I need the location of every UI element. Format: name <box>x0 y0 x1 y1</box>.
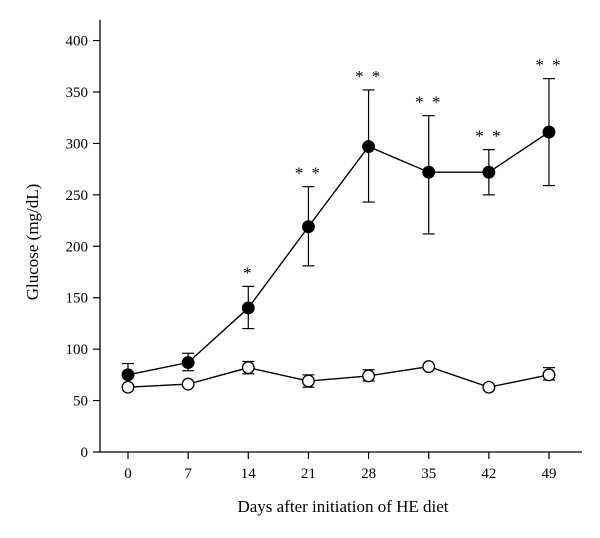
data-point <box>181 356 195 369</box>
series-line <box>127 365 550 388</box>
y-tick-label: 250 <box>66 188 89 204</box>
y-tick-label: 350 <box>66 85 89 101</box>
x-tick-label: 28 <box>361 466 376 482</box>
x-axis-label: Days after initiation of HE diet <box>237 497 448 516</box>
x-tick-label: 21 <box>301 466 316 482</box>
data-point <box>482 165 496 179</box>
y-axis-label: Glucose (mg/dL) <box>23 184 42 301</box>
data-point <box>542 368 556 382</box>
x-tick-label: 0 <box>124 466 132 482</box>
data-point <box>362 369 376 383</box>
series-open <box>121 360 556 394</box>
data-point <box>121 380 135 394</box>
data-point <box>301 374 315 388</box>
data-point <box>482 380 496 394</box>
y-tick-label: 150 <box>66 291 89 307</box>
y-axis-ticks: 0 50 100 150 200 250 300 350 400 <box>66 34 100 461</box>
x-tick-label: 14 <box>241 466 257 482</box>
chart-series: * * * * * * * * * * * <box>121 56 562 394</box>
y-tick-label: 50 <box>73 394 88 410</box>
x-tick-label: 35 <box>421 466 436 482</box>
significance-marker: * * <box>295 164 322 183</box>
y-tick-label: 300 <box>66 136 89 152</box>
y-tick-label: 400 <box>66 34 89 50</box>
data-point <box>542 125 556 139</box>
data-point <box>422 360 436 374</box>
data-point <box>422 165 436 179</box>
chart-axes <box>99 20 582 453</box>
series-filled: * * * * * * * * * * * <box>121 56 562 382</box>
y-tick-label: 0 <box>81 445 89 461</box>
significance-marker: * * <box>415 93 442 112</box>
significance-marker: * * <box>475 127 502 146</box>
data-point <box>241 361 255 375</box>
significance-marker: * <box>243 263 254 282</box>
y-tick-label: 100 <box>66 342 89 358</box>
significance-marker: * * <box>355 67 382 86</box>
x-axis-ticks: 0 7 14 21 28 35 42 49 <box>124 452 557 482</box>
series-line <box>127 131 550 376</box>
significance-marker: * * <box>535 56 562 75</box>
data-point <box>362 140 376 153</box>
x-tick-label: 49 <box>542 466 557 482</box>
data-point <box>181 377 195 391</box>
x-tick-label: 42 <box>481 466 496 482</box>
data-point <box>241 301 255 315</box>
data-point <box>301 220 315 234</box>
x-tick-label: 7 <box>184 466 192 482</box>
y-tick-label: 200 <box>66 239 89 255</box>
data-point <box>121 368 135 382</box>
